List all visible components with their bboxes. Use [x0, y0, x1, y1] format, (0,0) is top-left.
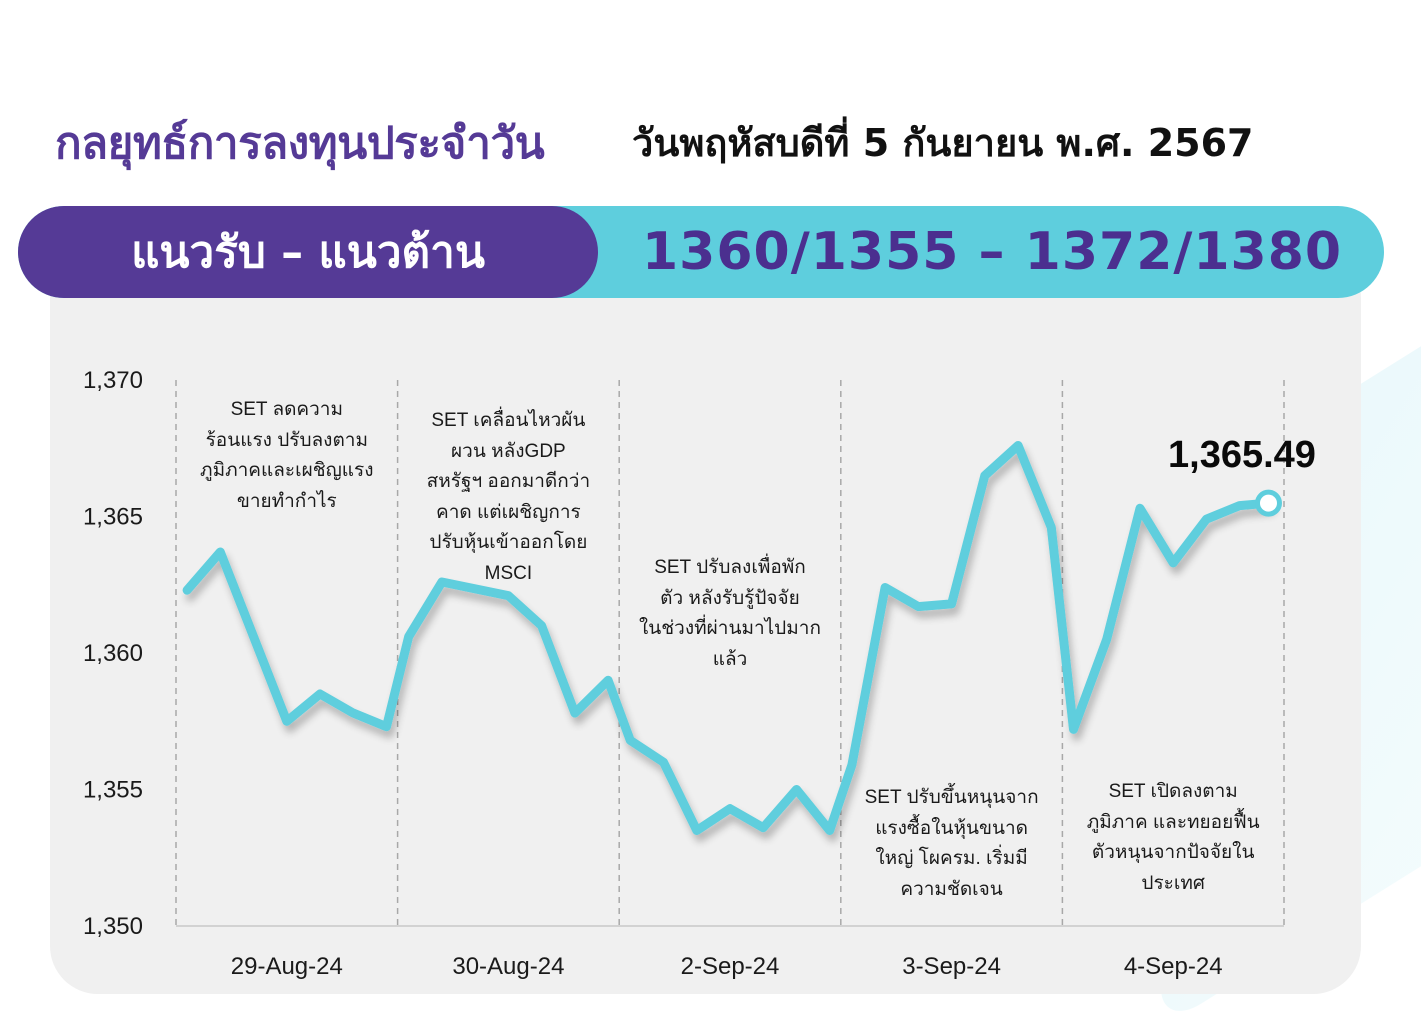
y-tick-label: 1,360	[83, 640, 143, 667]
x-tick-label: 29-Aug-24	[231, 953, 343, 980]
last-value-label: 1,365.49	[1168, 434, 1316, 477]
y-tick-label: 1,355	[83, 777, 143, 804]
day-annotation: SET เปิดลงตามภูมิภาค และทยอยฟื้นตัวหนุนจ…	[1066, 777, 1280, 899]
day-annotation: SET เคลื่อนไหวผันผวน หลังGDPสหรัฐฯ ออกมา…	[402, 406, 616, 589]
y-tick-label: 1,365	[83, 504, 143, 531]
day-annotation: SET ปรับลงเพื่อพักตัว หลังรับรู้ปัจจัยใน…	[623, 553, 837, 675]
y-tick-label: 1,370	[83, 367, 143, 394]
y-tick-label: 1,350	[83, 913, 143, 940]
x-tick-label: 3-Sep-24	[902, 953, 1001, 980]
x-tick-label: 4-Sep-24	[1124, 953, 1223, 980]
last-point-marker	[1257, 492, 1279, 514]
day-annotation: SET ปรับขึ้นหนุนจากแรงซื้อในหุ้นขนาดใหญ่…	[845, 783, 1059, 905]
x-tick-label: 30-Aug-24	[452, 953, 564, 980]
x-tick-label: 2-Sep-24	[681, 953, 780, 980]
day-annotation: SET ลดความร้อนแรง ปรับลงตามภูมิภาคและเผช…	[180, 395, 394, 517]
